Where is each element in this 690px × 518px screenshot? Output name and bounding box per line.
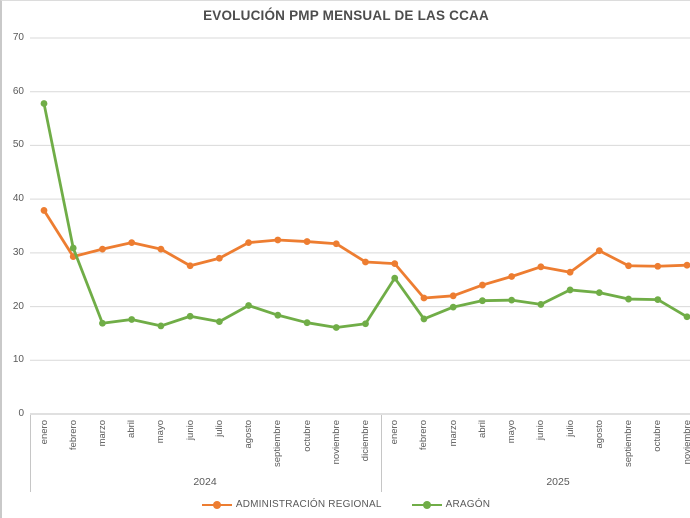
data-point	[303, 238, 311, 245]
data-point	[128, 316, 136, 323]
data-point	[215, 254, 223, 262]
data-point	[595, 289, 603, 297]
data-point	[157, 245, 165, 253]
data-point	[566, 268, 574, 276]
y-axis-tick-label: 30	[12, 246, 24, 258]
series-line-administracion-regional	[42, 209, 689, 300]
data-point	[362, 258, 369, 266]
year-label-2024: 2024	[193, 476, 217, 488]
data-point	[420, 315, 428, 323]
data-point	[625, 295, 632, 303]
x-axis-month-label: julio	[213, 420, 225, 437]
data-point	[245, 239, 252, 247]
data-point	[186, 262, 194, 270]
x-axis-month-label: noviembre	[330, 420, 342, 465]
x-axis-month-label: agosto	[243, 420, 255, 449]
data-point	[186, 312, 194, 320]
legend-label-administracion-regional: ADMINISTRACIÓN REGIONAL	[235, 499, 382, 510]
x-axis-month-label: julio	[564, 420, 576, 437]
data-point	[683, 261, 690, 269]
data-point	[391, 260, 399, 267]
data-point	[479, 281, 486, 289]
x-axis-month-label: enero	[389, 420, 401, 445]
legend-item-administracion-regional: ADMINISTRACIÓN REGIONAL	[201, 499, 382, 510]
chart-title: EVOLUCIÓN PMP MENSUAL DE LAS CCAA	[203, 8, 489, 23]
x-axis-month-label: octubre	[652, 420, 664, 452]
year-label-2025: 2025	[546, 476, 570, 488]
data-point	[332, 324, 340, 331]
y-axis-tick-label: 50	[12, 139, 24, 151]
x-axis-month-label: octubre	[301, 420, 313, 452]
y-axis-tick-label: 70	[12, 32, 24, 43]
x-axis-month-label: junio	[184, 420, 196, 441]
axis-group-separator-years	[381, 415, 382, 492]
x-axis-month-label: marzo	[96, 420, 108, 447]
data-point	[99, 319, 106, 327]
data-point	[654, 262, 662, 270]
data-point	[245, 302, 252, 309]
x-axis-month-label: diciembre	[360, 420, 371, 462]
series-line-aragon	[42, 102, 689, 329]
data-point	[128, 239, 136, 247]
legend-label-aragon: ARAGÓN	[445, 499, 491, 510]
x-axis-month-label: febrero	[67, 420, 79, 451]
data-point	[683, 313, 690, 321]
legend: ADMINISTRACIÓN REGIONAL ARAGÓN	[2, 499, 690, 510]
data-point	[449, 292, 457, 300]
data-point	[362, 320, 369, 328]
data-point	[99, 245, 106, 253]
data-point	[508, 273, 516, 280]
data-point	[625, 262, 632, 270]
data-point	[274, 236, 282, 244]
data-point	[479, 297, 486, 305]
x-axis-month-label: agosto	[593, 420, 605, 449]
data-point	[40, 207, 48, 214]
line-marker-icon	[201, 500, 232, 509]
data-point	[391, 274, 399, 282]
data-point	[274, 311, 282, 319]
axis-group-separator-left	[30, 415, 31, 492]
x-axis-month-label: septiembre	[623, 420, 635, 467]
y-axis-tick-label: 0	[18, 408, 24, 419]
y-axis-tick-label: 40	[12, 193, 24, 205]
data-point	[449, 303, 457, 311]
data-point	[537, 263, 545, 271]
x-axis-month-label: mayo	[155, 420, 167, 444]
data-point	[303, 319, 311, 327]
x-axis-month-label: septiembre	[272, 420, 284, 467]
x-axis-month-label: abril	[126, 420, 138, 438]
data-point	[157, 322, 165, 330]
x-axis-month-label: enero	[38, 420, 50, 445]
y-axis-tick-label: 20	[12, 300, 24, 312]
data-point	[40, 100, 48, 107]
data-point	[537, 301, 545, 308]
data-point	[654, 296, 662, 303]
y-axis-tick-label: 60	[12, 85, 24, 97]
x-axis-month-label: abril	[476, 420, 488, 438]
data-point	[332, 240, 340, 248]
x-axis-month-label: febrero	[418, 420, 430, 451]
x-axis-month-label: junio	[535, 420, 547, 441]
data-point	[69, 244, 77, 252]
x-axis-month-label: mayo	[506, 420, 518, 444]
data-point	[566, 286, 574, 294]
y-axis-tick-label: 10	[12, 354, 24, 366]
data-point	[215, 318, 223, 326]
data-point	[420, 294, 428, 302]
line-marker-icon	[411, 500, 442, 509]
legend-item-aragon: ARAGÓN	[411, 499, 491, 510]
x-axis-month-label: marzo	[447, 420, 459, 447]
data-point	[595, 247, 603, 255]
data-point	[508, 296, 516, 304]
x-axis-month-label: noviembre	[681, 420, 690, 465]
